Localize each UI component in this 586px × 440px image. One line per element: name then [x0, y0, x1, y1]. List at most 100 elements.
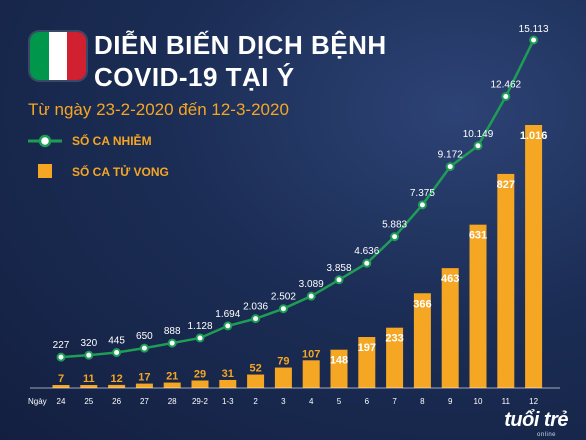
death-value-label: 1.016 — [520, 130, 548, 142]
infection-point — [473, 141, 483, 151]
infection-value-label: 320 — [80, 338, 97, 349]
infection-line — [60, 39, 535, 359]
infection-point — [195, 333, 205, 343]
death-bar — [108, 384, 126, 388]
infection-value-label: 15.113 — [519, 24, 549, 35]
x-tick-label: 11 — [502, 397, 511, 406]
infection-point — [334, 275, 344, 285]
death-bar — [525, 125, 543, 388]
infection-value-label: 7.375 — [410, 188, 435, 199]
death-value-label: 79 — [277, 356, 289, 368]
death-bar — [135, 383, 153, 388]
infection-point — [501, 91, 511, 101]
infection-value-label: 1.128 — [187, 321, 212, 332]
death-bar — [441, 268, 459, 388]
infection-point — [139, 343, 149, 353]
death-bar — [469, 224, 487, 388]
death-bar — [413, 293, 431, 388]
legend-symbols — [28, 134, 62, 178]
flag-white-stripe — [48, 32, 68, 80]
infection-point — [167, 338, 177, 348]
death-bar — [219, 379, 237, 388]
death-value-label: 233 — [385, 333, 403, 345]
x-tick-label: 10 — [474, 397, 483, 406]
x-tick-label: 12 — [529, 397, 538, 406]
title-line-1: DIỄN BIẾN DỊCH BỆNH — [94, 30, 387, 60]
death-bar — [191, 380, 209, 388]
infection-point — [529, 35, 539, 45]
infection-point — [278, 304, 288, 314]
x-tick-label: 29-2 — [192, 397, 209, 406]
death-value-label: 17 — [138, 372, 150, 384]
infection-point — [390, 232, 400, 242]
infection-point — [56, 352, 66, 362]
infection-value-label: 445 — [108, 336, 125, 347]
death-bar — [386, 327, 404, 388]
infection-value-label: 3.858 — [326, 263, 351, 274]
death-value-label: 827 — [497, 179, 515, 191]
infection-point — [251, 314, 261, 324]
infection-value-label: 2.502 — [271, 292, 296, 303]
subtitle: Từ ngày 23-2-2020 đến 12-3-2020 — [28, 100, 289, 119]
x-tick-label: 7 — [392, 397, 397, 406]
infection-value-label: 650 — [136, 331, 153, 342]
death-bar — [302, 360, 320, 388]
death-value-label: 31 — [222, 368, 234, 380]
death-value-label: 107 — [302, 348, 320, 360]
infection-value-label: 4.636 — [354, 246, 379, 257]
tuoitre-logo: tuổi trẻ — [504, 409, 568, 431]
legend-infections-label: SỐ CA NHIỄM — [72, 134, 152, 148]
death-value-label: 631 — [469, 230, 487, 242]
death-bar — [80, 385, 98, 388]
death-bar — [163, 382, 181, 388]
infection-value-label: 5.883 — [382, 220, 407, 231]
death-bar — [52, 385, 70, 388]
infection-point — [112, 348, 122, 358]
x-tick-label: 8 — [420, 397, 425, 406]
x-tick-label: 4 — [309, 397, 314, 406]
x-tick-label: 25 — [84, 397, 93, 406]
x-tick-label: 6 — [365, 397, 370, 406]
legend-deaths-label: SỐ CA TỬ VONG — [72, 165, 169, 179]
death-value-label: 197 — [358, 342, 376, 354]
infection-value-label: 9.172 — [438, 150, 463, 161]
death-bar — [274, 367, 292, 388]
flag-red-stripe — [67, 32, 86, 80]
death-value-label: 21 — [166, 371, 178, 383]
x-tick-label: 28 — [168, 397, 177, 406]
x-tick-label: 26 — [112, 397, 121, 406]
x-tick-label: 27 — [140, 397, 149, 406]
death-value-label: 148 — [330, 355, 348, 367]
x-tick-label: 1-3 — [222, 397, 234, 406]
death-value-label: 7 — [58, 373, 64, 385]
infection-value-label: 3.089 — [299, 279, 324, 290]
infection-value-label: 2.036 — [243, 302, 268, 313]
infection-point — [417, 200, 427, 210]
death-bar — [330, 349, 348, 388]
legend-point-symbol — [38, 134, 52, 148]
infection-point — [445, 162, 455, 172]
death-value-label: 52 — [249, 363, 261, 375]
infection-value-label: 888 — [164, 326, 181, 337]
x-axis-title: Ngày — [28, 397, 47, 406]
tuoitre-logo-sub: online — [536, 432, 556, 438]
death-value-label: 12 — [110, 373, 122, 385]
x-tick-label: 9 — [448, 397, 453, 406]
death-value-label: 463 — [441, 273, 459, 285]
italy-flag-icon — [30, 32, 86, 80]
infection-point — [306, 291, 316, 301]
death-bar — [247, 374, 265, 388]
death-value-label: 366 — [413, 298, 431, 310]
infection-point — [84, 350, 94, 360]
x-tick-label: 5 — [337, 397, 342, 406]
infection-value-label: 227 — [53, 340, 70, 351]
infection-value-label: 10.149 — [463, 129, 494, 140]
title-line-2: COVID-19 TẠI Ý — [94, 62, 295, 92]
infection-point — [362, 258, 372, 268]
death-value-label: 11 — [83, 373, 95, 385]
x-tick-label: 2 — [253, 397, 258, 406]
infection-point — [223, 321, 233, 331]
death-value-label: 29 — [194, 368, 206, 380]
